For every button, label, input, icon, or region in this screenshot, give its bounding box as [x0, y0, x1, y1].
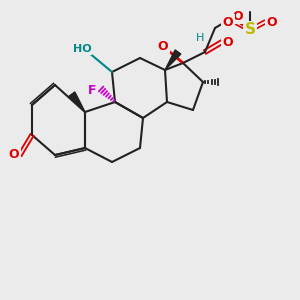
- Text: O: O: [158, 40, 168, 52]
- Text: O: O: [223, 16, 233, 28]
- Text: HO: HO: [73, 44, 91, 54]
- Polygon shape: [69, 92, 85, 112]
- Polygon shape: [165, 50, 181, 70]
- Text: O: O: [223, 35, 233, 49]
- Text: F: F: [88, 83, 96, 97]
- Text: O: O: [267, 16, 277, 28]
- Text: O: O: [9, 148, 19, 161]
- Text: H: H: [196, 33, 204, 43]
- Text: O: O: [233, 10, 243, 22]
- Text: S: S: [244, 22, 256, 38]
